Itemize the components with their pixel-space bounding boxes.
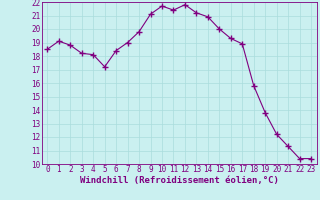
X-axis label: Windchill (Refroidissement éolien,°C): Windchill (Refroidissement éolien,°C)	[80, 176, 279, 185]
